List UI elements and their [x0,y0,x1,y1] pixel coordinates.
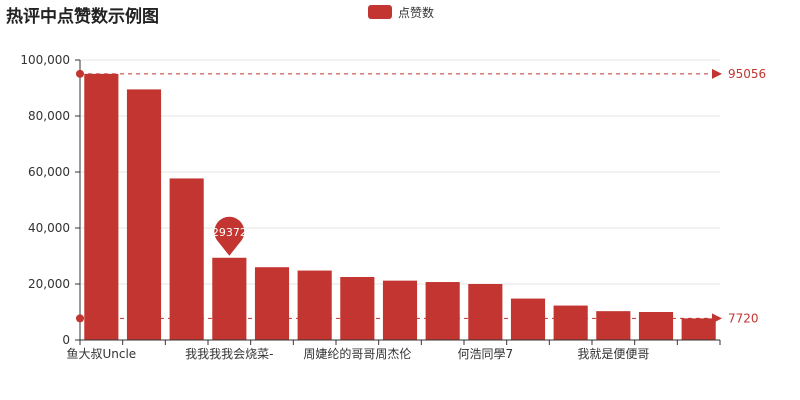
bar [84,73,119,340]
legend-label: 点赞数 [398,5,435,20]
mark-line-min-label: 7720 [728,311,759,325]
mark-line-min-start [76,314,84,323]
y-tick-label: 60,000 [28,165,70,179]
bar [510,298,546,340]
bar [212,257,247,340]
x-tick-label: 我我我我会烧菜- [185,347,273,361]
mark-lines: 95056 7720 [76,67,766,325]
bars [84,73,716,341]
bar [596,311,631,340]
bar [169,178,204,340]
y-tick-label: 40,000 [28,221,70,235]
x-tick-label: 我就是便便哥 [577,347,649,361]
bar [425,282,460,340]
x-tick-label: 何浩同學7 [458,347,514,361]
mark-line-max-arrow [712,68,722,79]
x-tick-label: 鱼大叔Uncle [66,347,136,361]
legend-swatch [368,5,392,19]
bar [126,89,162,341]
axes: 0 20,000 40,000 60,000 80,000 100,000 鱼大叔Uncle… [20,53,721,361]
mark-point-pin [214,216,245,256]
legend[interactable]: 点赞数 [368,4,434,20]
bar [382,280,418,340]
bar [254,267,290,340]
mark-line-max-start [76,69,84,78]
chart-title: 热评中点赞数示例图 [6,7,159,27]
y-tick-label: 100,000 [20,53,70,67]
mark-point-label: 29372 [212,226,247,239]
bar [468,284,503,340]
x-tick-label: 周婕纶的哥哥周杰伦 [303,346,411,361]
mark-line-max-label: 95056 [728,67,766,81]
y-tick-label: 80,000 [28,109,70,123]
y-tick-label: 0 [62,333,70,347]
bar [297,270,332,340]
bar [553,305,588,340]
mark-line-min-arrow [712,313,722,324]
bar [681,318,716,340]
mark-point: 29372 [212,216,247,256]
bar [638,312,674,340]
y-tick-label: 20,000 [28,277,70,291]
bar [340,277,375,340]
